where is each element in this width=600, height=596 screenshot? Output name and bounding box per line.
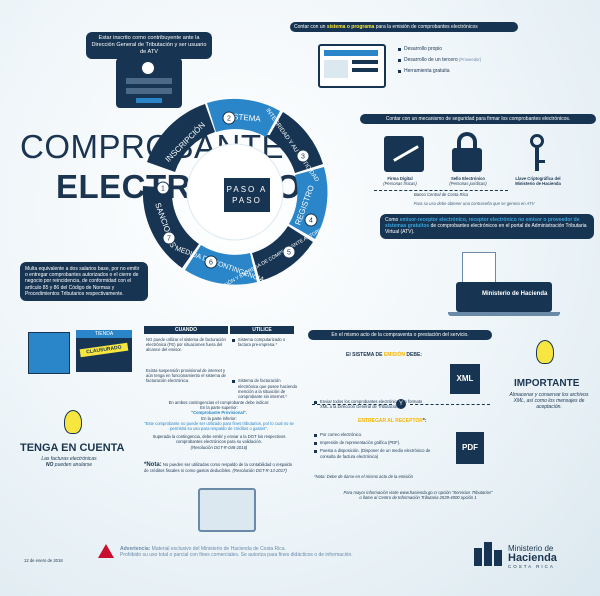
cuenta-heading: TENGA EN CUENTA [20, 442, 125, 454]
ring-segment-5 [252, 226, 313, 281]
emision-nota: *Nota: Debe de darse en el mismo acto de… [314, 474, 413, 479]
sistema-heading: Contar con un sistema o programa para la… [290, 22, 518, 33]
money-stack-icon [28, 332, 70, 374]
center-line2: PASO [232, 196, 262, 205]
ambos-text: En ambos contingencias el comprobante de… [168, 400, 270, 405]
cuando-row-1: NO puede utilizar el sistema de facturac… [146, 337, 226, 353]
utilice-header: UTILICE [230, 326, 294, 334]
store-sign: TIENDA [76, 330, 132, 338]
inferior-text: "Este comprobante no puede ser utilizado… [144, 420, 294, 432]
sistema-items: Desarrollo propio Desarrollo de un terce… [398, 46, 481, 75]
entregar-heading: ENTREGAR AL RECEPTOR*: [358, 418, 427, 424]
ring-segment-1 [147, 104, 215, 172]
utilice-row-2: Sistema de facturación electrónica que p… [232, 378, 298, 399]
cuenta-text: Las facturas electrónicas NO pueden anul… [41, 456, 97, 469]
seguridad-heading: Contar con un mecanismo de seguridad par… [360, 114, 596, 125]
ring-segment-6 [185, 245, 257, 285]
entregar-item-3: Puesta a disposición. (Disponer de un me… [314, 448, 434, 459]
sistema-item-1: Desarrollo propio [398, 46, 481, 52]
laptop-icon: Ministerio de Hacienda [456, 282, 552, 312]
cuando-row-2: Exista suspensión provisional de interne… [146, 368, 226, 384]
sanciones-box: Multa equivalente a dos salarios base, p… [20, 262, 148, 302]
xml-file-icon: XML [450, 364, 480, 394]
center-badge: PASO A PASO [224, 178, 270, 212]
footer-date: 12 de enero de 2018 [24, 558, 63, 563]
signature-pen-icon [384, 136, 424, 172]
step-num-5: 5 [287, 250, 291, 257]
entregar-items: Por correo electrónico. Impresión de rep… [314, 432, 434, 459]
divider-left [312, 404, 392, 405]
pdf-file-icon: PDF [456, 432, 484, 464]
step-number-badges [156, 111, 318, 269]
sistema-heading-post: para la emisión de comprobantes electrón… [374, 24, 478, 30]
receipt-printer-icon [198, 488, 256, 532]
y-badge: Y [396, 399, 406, 409]
sistema-item-2: Desarrollo de un tercero (Proveedor) [398, 57, 481, 63]
superior-text: "Comprobante Provisional". [190, 410, 248, 416]
step-num-3: 3 [301, 154, 305, 161]
importante-text: Almacenar y conservar los archivos XML, … [509, 392, 589, 411]
lightbulb-icon [64, 410, 82, 434]
sistema-heading-pre: Contar con un [294, 24, 327, 30]
ring-segment-7 [142, 186, 199, 268]
info-text: Para mayor información visite www.hacien… [343, 490, 493, 501]
superior-label: En la parte superior: [200, 405, 238, 411]
step-num-4: 4 [309, 218, 313, 225]
hacienda-logo-icon [474, 542, 504, 566]
step-num-1: 1 [161, 186, 165, 193]
inscripcion-box: Estar inscrito como contribuyente ante l… [86, 32, 212, 59]
store-icon: TIENDA CLAUSURADO [76, 330, 132, 372]
utilice-row-1: Sistema computarizado o factura pre-impr… [232, 337, 298, 347]
sistema-emision-heading: El SISTEMA DE EMISIÓN DEBE: [346, 352, 422, 358]
seguridad-item-2: Sello Electrónico (Personas jurídicas) [449, 176, 487, 187]
cuando-header: CUANDO [144, 326, 228, 334]
seguridad-item-1: Firma Digital (Personas físicas) [383, 176, 417, 187]
step-num-2: 2 [227, 116, 231, 123]
sistema-item-3: Herramienta gratuita [398, 68, 481, 74]
entregar-item-2: Impresión de representación gráfica (PDF… [314, 440, 434, 446]
footer-advertencia: Advertencia: Material exclusivo del Mini… [120, 546, 353, 559]
contingencia-nota: *Nota: No pueden ser utilizadas como res… [144, 462, 293, 474]
importante-heading: IMPORTANTE [514, 378, 580, 389]
superada-text: Superada la contingencia, debe emitir y … [152, 434, 286, 445]
document-icon [462, 252, 496, 284]
banco-divider [374, 190, 508, 191]
emision-heading: En el mismo acto de la compraventa o pre… [308, 330, 492, 341]
center-line1: PASO A [226, 185, 268, 194]
computer-icon [318, 44, 386, 88]
inferior-label: En la parte inferior: [201, 415, 237, 421]
registro-box: Como emisor-receptor electrónico, recept… [380, 214, 594, 239]
key-icon [522, 134, 552, 172]
contingencia-detalle: En ambos contingencias el comprobante de… [144, 400, 294, 450]
steps-ring: INSCRIPCIÓN SISTEMA INTEGRIDAD Y AUTENTI… [142, 98, 334, 293]
sistema-emision-item: Enviar todos los comprobantes electrónic… [314, 399, 430, 409]
divider-right [410, 404, 490, 405]
ring-segment-2 [207, 98, 280, 137]
ring-segment-4 [289, 167, 328, 239]
clausurado-sign: CLAUSURADO [79, 342, 129, 358]
banco-label: Banco Central de Costa Rica [414, 192, 468, 197]
warning-icon [98, 544, 114, 558]
sistema-heading-hl: sistema o programa [326, 24, 375, 30]
step-num-7: 7 [167, 236, 171, 243]
laptop-logo-text: Ministerio de Hacienda [482, 291, 548, 297]
entregar-item-1: Por correo electrónico. [314, 432, 434, 438]
padlock-icon [452, 132, 482, 172]
seguridad-item-3: Llave Criptográfica del Ministerio de Ha… [515, 176, 561, 187]
resolucion-1: (Resolución DGT-R-048-2016) [190, 444, 248, 450]
laptop-base [448, 312, 560, 316]
hacienda-logo-text: Ministerio de Hacienda COSTA RICA [508, 544, 557, 569]
importante-lightbulb-icon [536, 340, 554, 364]
step-num-6: 6 [209, 260, 213, 267]
atv-note: Para su uso debe obtener una contraseña … [413, 201, 535, 206]
login-screen-icon [116, 58, 182, 108]
